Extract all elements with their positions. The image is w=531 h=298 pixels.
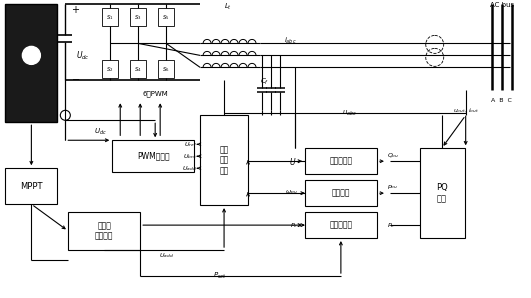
Text: PQ
计算: PQ 计算: [436, 184, 448, 203]
Text: $U_{dc}$: $U_{dc}$: [76, 49, 90, 62]
Text: AC bus: AC bus: [490, 2, 513, 8]
Bar: [5, 4, 57, 122]
Bar: [305, 180, 377, 206]
Bar: [130, 8, 146, 27]
Text: PWM调制器: PWM调制器: [137, 152, 169, 161]
Text: +: +: [71, 5, 79, 15]
Text: 虚拟励磁器: 虚拟励磁器: [329, 157, 353, 166]
Text: 直流端
附加控制: 直流端 附加控制: [95, 221, 114, 241]
Text: $Q_{ou}$: $Q_{ou}$: [387, 151, 399, 160]
Bar: [102, 8, 118, 27]
Bar: [5, 168, 57, 204]
Text: $S_6$: $S_6$: [162, 65, 170, 74]
Text: $\omega_{pu}$: $\omega_{pu}$: [285, 189, 298, 198]
Text: $S_4$: $S_4$: [134, 65, 142, 74]
Text: 6路PWM: 6路PWM: [142, 90, 168, 97]
Text: $S_1$: $S_1$: [106, 13, 114, 22]
Bar: [68, 212, 140, 250]
Text: $u_{out}$, $i_{out}$: $u_{out}$, $i_{out}$: [452, 106, 479, 115]
Text: $C_f$: $C_f$: [260, 77, 270, 87]
Text: $S_2$: $S_2$: [107, 65, 114, 74]
Text: $L_t$: $L_t$: [224, 1, 232, 12]
Text: $P_{set}$: $P_{set}$: [213, 271, 227, 281]
Text: $S_5$: $S_5$: [162, 13, 170, 22]
Text: $P_e$: $P_e$: [387, 221, 395, 229]
Text: $i_{abc}$: $i_{abc}$: [284, 35, 296, 46]
Bar: [305, 212, 377, 238]
Bar: [305, 148, 377, 174]
Bar: [112, 140, 194, 172]
Text: $U_{dc}$: $U_{dc}$: [94, 127, 107, 137]
Text: $U_{ref}$: $U_{ref}$: [184, 140, 197, 149]
Text: $p_{ou}$: $p_{ou}$: [387, 183, 398, 191]
Circle shape: [22, 46, 40, 64]
Text: 虚拟转子: 虚拟转子: [332, 189, 350, 198]
Text: $P_e$: $P_e$: [290, 221, 298, 229]
Text: MPPT: MPPT: [20, 182, 42, 191]
Bar: [130, 60, 146, 78]
Bar: [102, 60, 118, 78]
Text: $U_{add}$: $U_{add}$: [159, 251, 174, 260]
Bar: [419, 148, 465, 238]
Text: $-$: $-$: [71, 73, 80, 83]
Text: 电压
电流
控制: 电压 电流 控制: [219, 145, 229, 175]
Text: A  B  C: A B C: [491, 98, 512, 103]
Text: $S_3$: $S_3$: [134, 13, 142, 22]
Bar: [200, 115, 248, 205]
Text: $u_{abc}$: $u_{abc}$: [342, 109, 357, 118]
Text: $U_{bnt}$: $U_{bnt}$: [183, 152, 197, 161]
Text: 虚拟调速器: 虚拟调速器: [329, 221, 353, 230]
Text: $U_{add}$: $U_{add}$: [182, 164, 197, 173]
Text: $U$: $U$: [288, 156, 296, 167]
Bar: [158, 8, 174, 27]
Bar: [158, 60, 174, 78]
